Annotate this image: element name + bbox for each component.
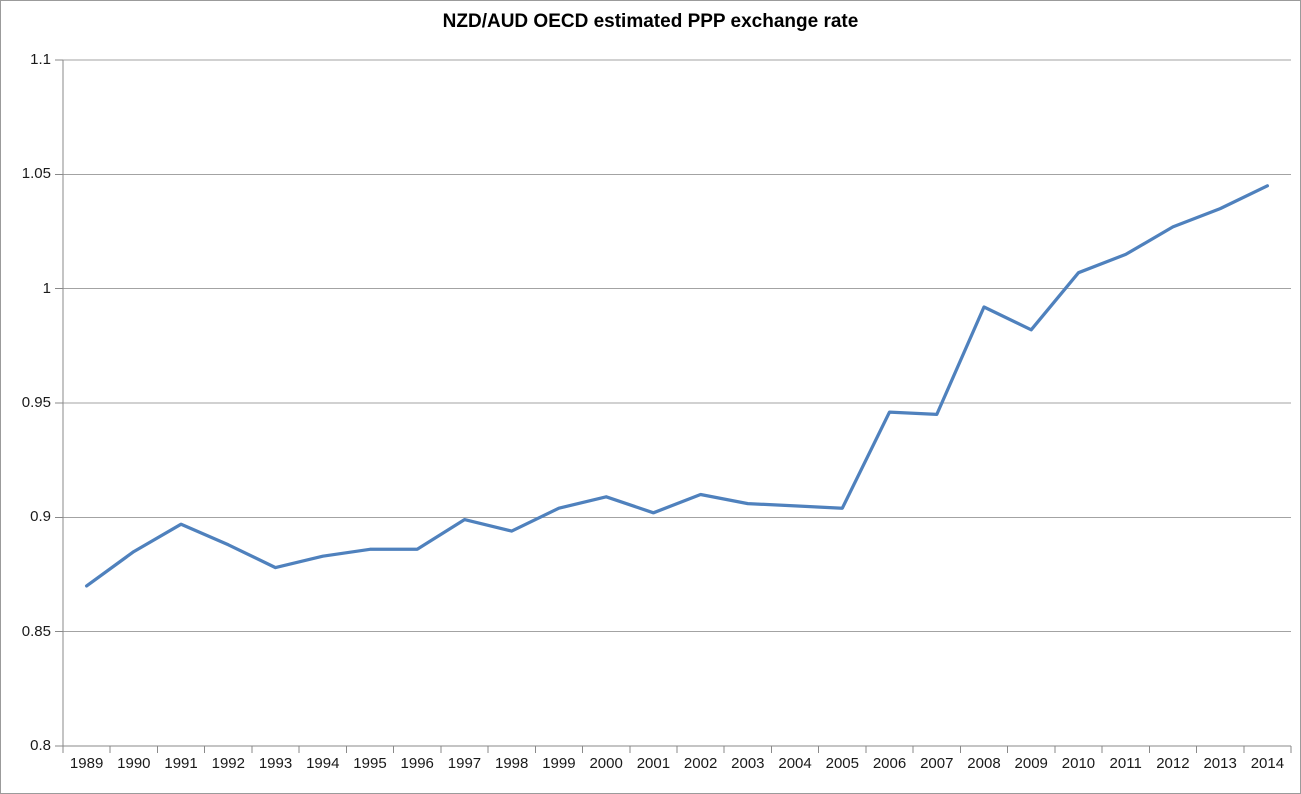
x-tick-label: 1991 [164, 755, 198, 772]
x-tick-label: 2000 [589, 755, 623, 772]
x-tick-label: 2010 [1061, 755, 1096, 772]
x-tick-label: 1999 [542, 755, 576, 772]
x-tick-label: 2011 [1109, 755, 1142, 772]
x-tick-label: 2007 [920, 755, 954, 772]
x-tick-label: 1996 [400, 755, 434, 772]
x-tick-label: 1997 [447, 755, 482, 772]
x-tick-label: 1998 [494, 755, 529, 772]
x-tick-label: 2005 [825, 755, 859, 772]
x-tick-label: 1989 [69, 755, 104, 772]
x-tick-label: 2006 [872, 755, 907, 772]
x-tick-label: 1993 [258, 755, 293, 772]
data-line [84, 184, 1270, 588]
x-tick-label: 1990 [117, 755, 151, 772]
y-tick-label: 0.95 [21, 394, 51, 411]
x-tick-label: 2002 [683, 755, 718, 772]
x-tick-label: 2004 [778, 755, 812, 772]
x-tick-label: 2013 [1203, 755, 1237, 772]
x-tick-label: 2009 [1014, 755, 1048, 772]
x-tick-label: 1992 [211, 755, 245, 772]
x-tick-label: 2014 [1250, 755, 1285, 772]
x-tick-label: 1994 [306, 755, 340, 772]
y-tick-label: 0.85 [21, 622, 51, 640]
x-tick-label: 2003 [731, 755, 765, 772]
y-tick-label: 1.1 [30, 51, 51, 68]
x-tick-label: 2008 [967, 755, 1001, 772]
y-tick-label: 0.9 [30, 508, 51, 526]
x-tick-label: 2012 [1156, 755, 1190, 772]
y-tick-label: 1 [42, 279, 51, 297]
y-tick-label: 1.05 [21, 165, 51, 183]
x-tick-label: 1995 [353, 755, 387, 772]
chart-title: NZD/AUD OECD estimated PPP exchange rate [442, 11, 859, 32]
x-tick-label: 2001 [636, 755, 671, 772]
y-tick-label: 0.8 [30, 737, 51, 754]
